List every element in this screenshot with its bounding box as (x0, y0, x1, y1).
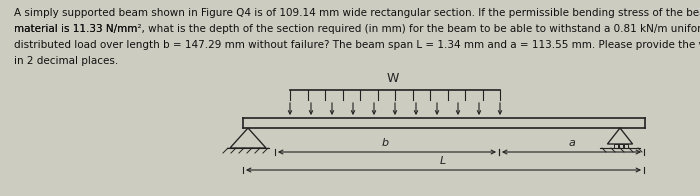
Text: W: W (387, 72, 399, 85)
Text: a: a (568, 138, 575, 148)
Text: in 2 decimal places.: in 2 decimal places. (14, 56, 118, 66)
Bar (619, 144, 623, 148)
Text: b: b (382, 138, 388, 148)
Text: distributed load over length b = 147.29 mm without failure? The beam span L = 1.: distributed load over length b = 147.29 … (14, 40, 700, 50)
Text: material is 11.33 N/mm², what is the depth of the section required (in mm) for t: material is 11.33 N/mm², what is the dep… (14, 24, 700, 34)
Bar (614, 144, 618, 148)
Bar (624, 144, 628, 148)
Text: material is 11.33 N/mm: material is 11.33 N/mm (14, 24, 137, 34)
Text: L: L (440, 156, 446, 166)
Text: A simply supported beam shown in Figure Q4 is of 109.14 mm wide rectangular sect: A simply supported beam shown in Figure … (14, 8, 700, 18)
